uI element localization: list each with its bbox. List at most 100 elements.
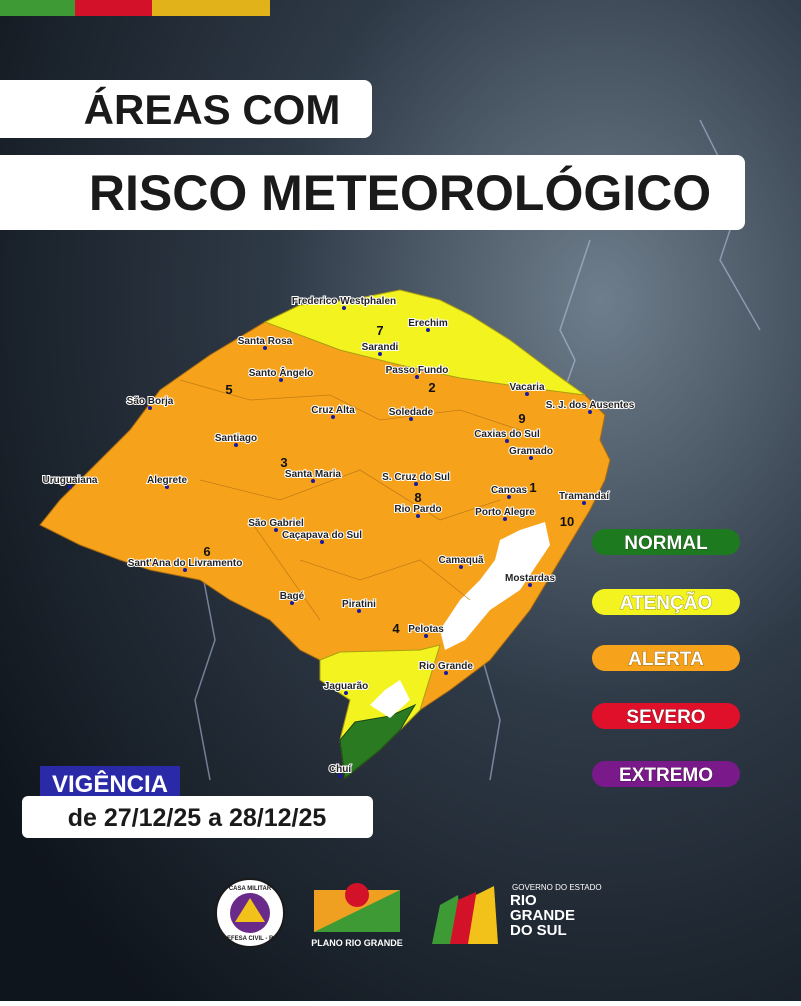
title-line-2: RISCO METEOROLÓGICO xyxy=(89,165,711,221)
city-label: Cruz Alta xyxy=(311,405,355,416)
logo-text: DEFESA CIVIL - RS xyxy=(223,936,278,942)
state-map xyxy=(39,289,611,779)
logo-big: RIO GRANDE DO SUL xyxy=(510,893,576,939)
city-label: Caxias do Sul xyxy=(474,429,540,440)
city-dot xyxy=(414,482,418,486)
logo-text: GOVERNO DO ESTADO xyxy=(512,883,602,892)
city-dot xyxy=(529,456,533,460)
city-dot xyxy=(338,774,342,778)
region-number: 3 xyxy=(280,455,287,470)
flag-red xyxy=(75,0,152,16)
city-label: Chuí xyxy=(329,764,352,775)
logo-defesa-civil: CASA MILITAR DEFESA CIVIL - RS xyxy=(215,878,285,948)
city-dot xyxy=(424,634,428,638)
city-label: Sant'Ana do Livramento xyxy=(128,558,243,569)
city-dot xyxy=(525,392,529,396)
city-label: Soledade xyxy=(389,407,434,418)
legend-label: SEVERO xyxy=(626,707,705,728)
city-dot xyxy=(503,517,507,521)
logo-text: RIO GRANDE DO SUL xyxy=(510,893,576,939)
city-label: Santa Maria xyxy=(285,469,342,480)
city-label: Frederico Westphalen xyxy=(292,296,396,307)
city-label: Santa Rosa xyxy=(238,336,293,347)
logo-text: CASA MILITAR xyxy=(229,886,272,892)
validity-label-box xyxy=(40,766,180,800)
city-dot xyxy=(234,443,238,447)
city-dot xyxy=(331,415,335,419)
city-label: Caçapava do Sul xyxy=(282,530,362,541)
city-dot xyxy=(320,540,324,544)
city-label: Rio Grande xyxy=(419,661,473,672)
validity-dates: de 27/12/25 a 28/12/25 xyxy=(68,804,327,832)
city-label: Erechim xyxy=(408,318,448,329)
city-label: Porto Alegre xyxy=(475,507,535,518)
city-dot xyxy=(68,485,72,489)
region-number: 5 xyxy=(225,382,232,397)
city-dot xyxy=(274,528,278,532)
city-label: Jaguarão xyxy=(324,681,368,692)
city-label: Gramado xyxy=(509,446,553,457)
city-dot xyxy=(183,568,187,572)
city-dot xyxy=(279,378,283,382)
legend-label: EXTREMO xyxy=(619,765,713,786)
city-dot xyxy=(409,417,413,421)
city-dot xyxy=(344,691,348,695)
city-dot xyxy=(582,501,586,505)
city-label: São Borja xyxy=(127,396,174,407)
city-dot xyxy=(426,328,430,332)
city-label: Alegrete xyxy=(147,475,187,486)
validity-label: VIGÊNCIA xyxy=(52,770,168,798)
city-dot xyxy=(415,375,419,379)
city-dot xyxy=(263,346,267,350)
city-dot xyxy=(505,439,509,443)
city-label: S. J. dos Ausentes xyxy=(546,400,635,411)
flag-green xyxy=(0,0,75,16)
region-number: 10 xyxy=(560,514,574,529)
legend-pill xyxy=(592,529,740,555)
title-box-2 xyxy=(0,155,745,230)
legend: NORMAL ATENÇÃO ALERTA SEVERO EXTREMO xyxy=(592,529,740,787)
city-label: Santiago xyxy=(215,433,257,444)
city-label: Bagé xyxy=(280,591,305,602)
region-number: 2 xyxy=(428,380,435,395)
city-label: Tramandaí xyxy=(559,491,610,502)
normal-area xyxy=(339,703,417,779)
legend-pill xyxy=(592,589,740,615)
city-label: Santo Ângelo xyxy=(249,366,313,379)
city-dot xyxy=(357,609,361,613)
legend-pill xyxy=(592,645,740,671)
logo-text: PLANO RIO GRANDE xyxy=(311,938,403,948)
title-box-1 xyxy=(0,80,372,138)
city-label: Uruguaiana xyxy=(42,475,97,486)
city-dot xyxy=(290,601,294,605)
lagoon xyxy=(440,522,550,650)
city-dot xyxy=(165,485,169,489)
lagoon xyxy=(370,680,410,718)
city-label: Rio Pardo xyxy=(394,504,441,515)
city-dot xyxy=(507,495,511,499)
city-label: Mostardas xyxy=(505,573,555,584)
city-label: Vacaria xyxy=(509,382,544,393)
region-number: 1 xyxy=(529,480,536,495)
title-line-1: ÁREAS COM xyxy=(84,86,341,133)
region-number: 6 xyxy=(203,544,210,559)
city-dot xyxy=(444,671,448,675)
city-dot xyxy=(528,583,532,587)
region-number: 8 xyxy=(414,490,421,505)
city-label: Canoas xyxy=(491,485,528,496)
logo-governo: GOVERNO DO ESTADO RIO GRANDE DO SUL xyxy=(432,883,602,944)
city-dot xyxy=(588,410,592,414)
city-label: São Gabriel xyxy=(248,518,304,529)
attention-area-north xyxy=(263,289,586,396)
legend-pill xyxy=(592,761,740,787)
city-label: Camaquã xyxy=(438,555,483,566)
city-label: Passo Fundo xyxy=(386,365,449,376)
legend-pill xyxy=(592,703,740,729)
region-number: 9 xyxy=(518,411,525,426)
city-dot xyxy=(378,352,382,356)
legend-label: NORMAL xyxy=(624,533,708,554)
city-dot xyxy=(459,565,463,569)
city-dot xyxy=(148,406,152,410)
city-label: Piratini xyxy=(342,599,376,610)
